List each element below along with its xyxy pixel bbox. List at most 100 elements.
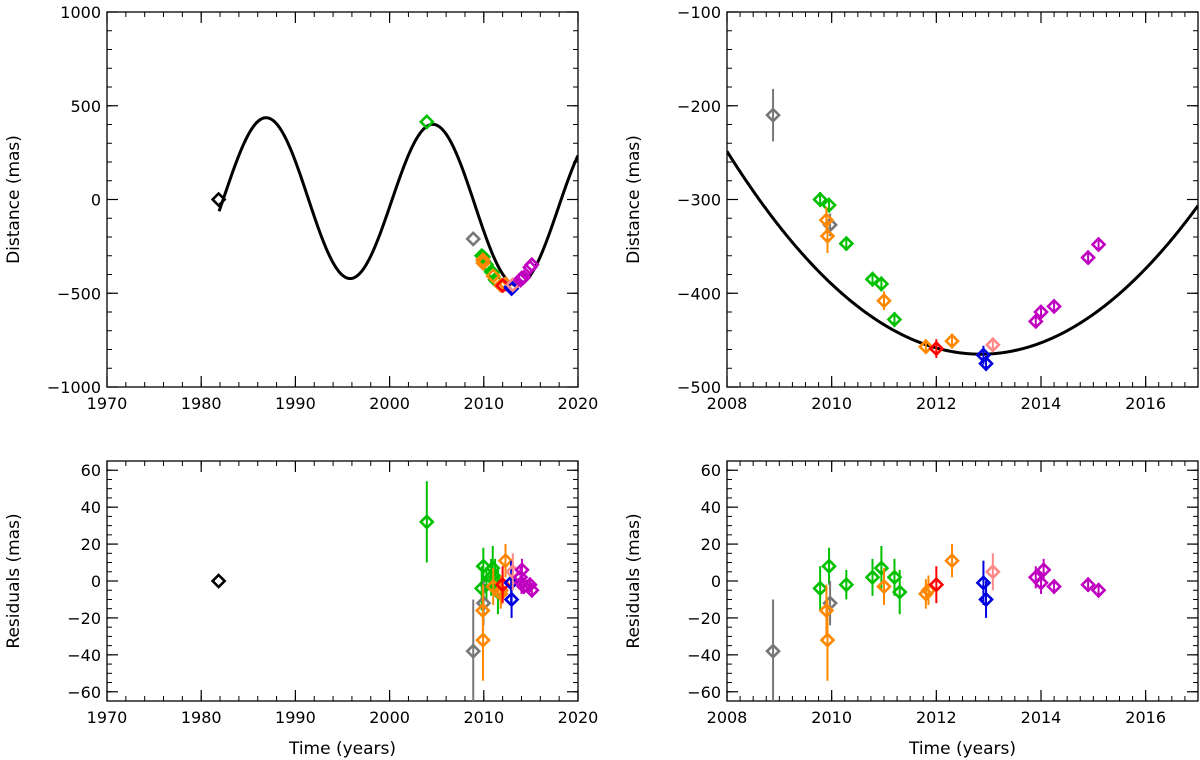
data-point-marker: [475, 558, 492, 575]
x-tick-label: 2010: [463, 394, 504, 413]
y-tick-label: 60: [701, 461, 721, 480]
data-point-marker: [838, 576, 855, 593]
y-tick-label: −100: [677, 3, 721, 22]
x-tick-label: 2010: [811, 394, 852, 413]
x-tick-label: 2014: [1021, 708, 1062, 727]
data-point-marker: [1080, 249, 1096, 266]
data-point-marker: [524, 256, 540, 273]
data-point-marker: [838, 235, 855, 252]
data-point-marker: [503, 591, 520, 608]
data-point-marker: [1046, 298, 1062, 315]
data-point-marker: [876, 578, 892, 595]
y-tick-label: 40: [701, 498, 721, 517]
panel-bottom-left: 1970 1980 1990 2000 2010 2020 −60 −40 −20 0 20 40 60…: [4, 460, 599, 759]
y-tick-label: 500: [70, 97, 101, 116]
data-point-marker: [765, 643, 781, 659]
data-point-marker: [918, 338, 934, 355]
y-tick-label: −300: [677, 191, 721, 210]
x-tick-label: 2000: [369, 394, 410, 413]
x-tick-label: 2010: [811, 708, 852, 727]
y-tick-label: 20: [701, 535, 721, 554]
x-tick-label: 2020: [558, 708, 599, 727]
y-tick-label: 0: [711, 572, 721, 591]
x-tick-label: 2014: [1021, 394, 1062, 413]
data-point-marker: [475, 632, 491, 648]
data-point-marker: [864, 569, 881, 586]
data-point-marker: [978, 591, 994, 608]
x-tick-label: 1980: [181, 394, 222, 413]
plot-frame: [106, 11, 579, 388]
data-point-marker: [210, 191, 227, 208]
data-point-marker: [944, 333, 960, 349]
data-layer: [727, 88, 1198, 372]
x-tick-label: 2016: [1125, 708, 1166, 727]
data-point-marker: [886, 569, 903, 586]
data-point-marker: [821, 197, 837, 213]
y-tick-label: −500: [57, 284, 101, 303]
y-axis-title: Distance (mas): [4, 135, 24, 264]
data-point-marker: [514, 562, 530, 578]
y-tick-label: 20: [81, 535, 101, 554]
data-point-marker: [818, 212, 835, 228]
data-point-marker: [985, 336, 1001, 353]
data-point-marker: [475, 255, 491, 271]
orbit-model-curve: [727, 150, 1198, 356]
y-tick-label: −200: [677, 97, 721, 116]
data-point-marker: [515, 578, 532, 595]
data-point-marker: [1080, 576, 1096, 593]
x-tick-label: 2012: [916, 708, 957, 727]
panel-top-right: 2008 2010 2012 2014 2016 −500 −400 −300 −200 −100…: [624, 3, 1199, 413]
data-point-marker: [1090, 236, 1107, 253]
data-point-marker: [864, 271, 881, 288]
x-tick-label: 2012: [916, 394, 957, 413]
data-point-marker: [818, 602, 835, 619]
data-point-marker: [475, 252, 491, 268]
x-tick-label: 1970: [87, 394, 128, 413]
data-point-marker: [876, 292, 892, 309]
data-point-marker: [210, 573, 227, 589]
data-point-marker: [524, 582, 540, 599]
data-point-marker: [1027, 313, 1044, 330]
panel-bottom-right: 2008 2010 2012 2014 2016 −60 −40 −20 0 20 40 60 Resi…: [624, 460, 1199, 759]
plot-frame: [726, 11, 1199, 388]
data-point-marker: [975, 575, 992, 591]
y-tick-label: −20: [687, 609, 721, 628]
x-tick-label: 2020: [558, 394, 599, 413]
data-point-marker: [928, 340, 945, 357]
data-point-marker: [1033, 575, 1049, 591]
y-tick-label: 1000: [60, 3, 101, 22]
x-tick-label: 2010: [463, 708, 504, 727]
orbit-model-curve: [217, 116, 578, 287]
y-tick-label: −500: [677, 378, 721, 397]
y-axis-title: Residuals (mas): [4, 513, 24, 648]
y-tick-label: 60: [81, 461, 101, 480]
y-tick-label: −20: [67, 609, 101, 628]
y-tick-label: −400: [677, 284, 721, 303]
data-point-marker: [1035, 562, 1052, 578]
data-point-marker: [944, 552, 960, 569]
x-tick-label: 1970: [87, 708, 128, 727]
data-point-marker: [928, 576, 945, 593]
data-layer: [210, 114, 578, 297]
data-point-marker: [873, 560, 890, 576]
data-point-marker: [484, 264, 501, 281]
panel-top-left: 1970 1980 1990 2000 2010 2020 −1000 −500 0 500 100…: [4, 3, 598, 413]
data-point-marker: [418, 514, 435, 530]
data-point-marker: [485, 268, 502, 284]
plot-frame: [726, 460, 1199, 702]
data-point-marker: [465, 643, 482, 659]
data-point-marker: [418, 114, 435, 130]
data-point-marker: [918, 586, 934, 602]
data-point-marker: [812, 580, 828, 597]
data-point-marker: [765, 107, 781, 123]
data-point-marker: [819, 632, 836, 648]
data-point-marker: [497, 552, 514, 569]
y-tick-label: 0: [91, 191, 101, 210]
x-tick-label: 2008: [707, 708, 748, 727]
x-tick-label: 1990: [275, 708, 316, 727]
data-point-marker: [1046, 578, 1062, 595]
y-tick-label: −60: [67, 683, 101, 702]
y-tick-label: −60: [687, 683, 721, 702]
x-tick-label: 2016: [1125, 394, 1166, 413]
